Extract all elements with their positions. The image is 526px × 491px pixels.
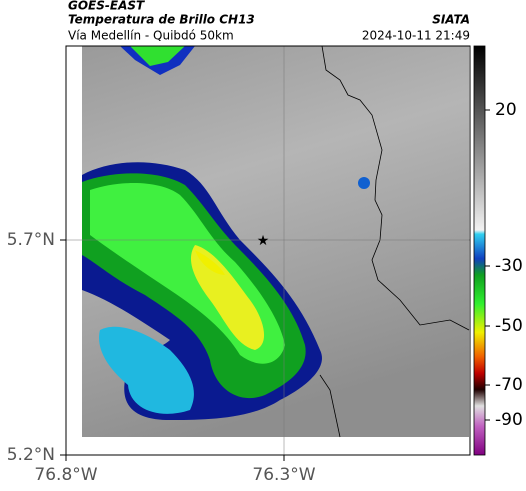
colorbar [473,45,486,456]
colorbar-label: -70 [495,375,523,395]
location-marker: ★ [257,233,270,249]
lat-label: 5.7°N [7,230,55,250]
organization: SIATA [432,13,470,27]
map-frame [65,45,471,456]
colorbar-label: -90 [495,410,523,430]
colorbar-label: 20 [495,100,517,120]
satellite-image [82,46,469,437]
graticule [66,46,470,455]
subtitle: Vía Medellín - Quibdó 50km [68,29,234,43]
borders [319,45,470,438]
timestamp: 2024-10-11 21:49 [362,29,470,43]
title: Temperatura de Brillo CH13 [68,13,255,27]
lon-label: 76.8°W [34,465,97,485]
colorbar-label: -50 [495,316,523,336]
lon-label: 76.3°W [252,465,315,485]
source: GOES-EAST [68,0,145,13]
colorbar-label: -30 [495,256,523,276]
lat-label: 5.2°N [7,445,55,465]
